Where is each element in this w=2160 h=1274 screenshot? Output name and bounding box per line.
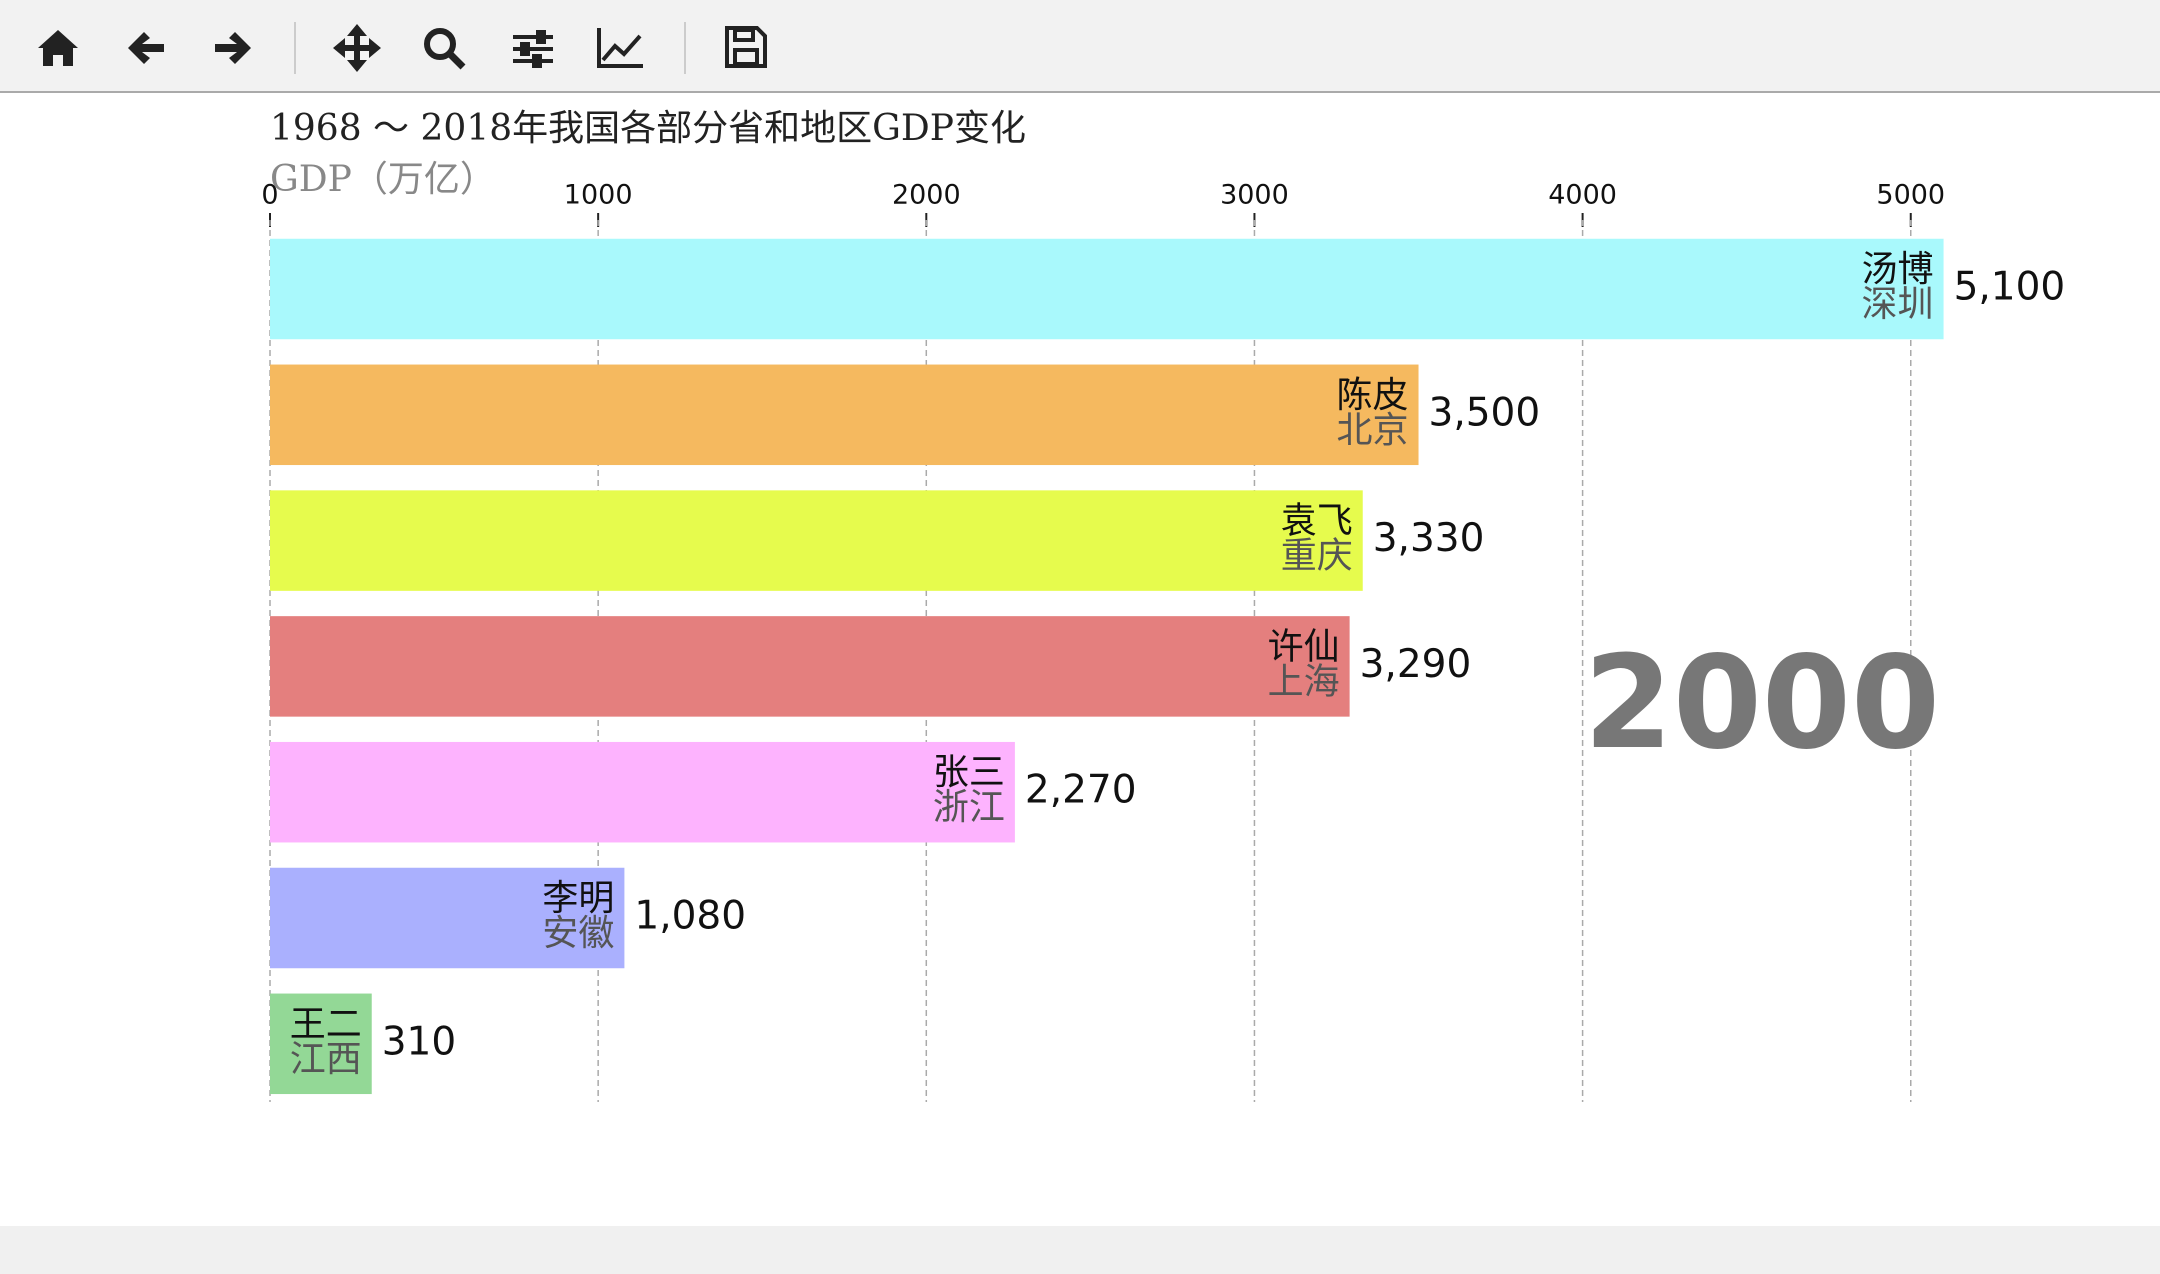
value-label: 5,100 <box>1954 265 2066 310</box>
zoom-button[interactable] <box>424 28 466 70</box>
x-tick-label: 0 <box>261 180 278 211</box>
bar-name: 陈皮 <box>1337 375 1409 416</box>
value-label: 1,080 <box>634 894 746 939</box>
value-label: 3,330 <box>1373 516 1485 561</box>
value-label: 2,270 <box>1025 768 1137 813</box>
bar-region: 深圳 <box>1862 284 1934 325</box>
bar <box>270 364 1419 466</box>
x-axis-label: GDP（万亿） <box>270 159 496 200</box>
bar-name: 李明 <box>542 878 614 919</box>
bar-name: 汤博 <box>1862 249 1934 290</box>
bar-region: 北京 <box>1337 410 1409 451</box>
bar-name: 王二 <box>290 1004 362 1045</box>
year-annotation: 2000 <box>1584 629 1940 778</box>
chart-title: 1968 ～ 2018年我国各部分省和地区GDP变化 <box>270 108 1026 149</box>
bar-region: 重庆 <box>1281 536 1353 577</box>
value-label: 3,290 <box>1360 642 1472 687</box>
bar-region: 浙江 <box>933 787 1005 828</box>
x-tick-label: 5000 <box>1876 180 1945 211</box>
bar <box>270 993 372 1095</box>
bar-name: 张三 <box>933 752 1005 793</box>
bar <box>270 741 1015 843</box>
bar-region: 江西 <box>290 1039 362 1080</box>
x-tick-label: 1000 <box>564 180 633 211</box>
bar-name: 许仙 <box>1268 626 1340 667</box>
x-tick-label: 4000 <box>1548 180 1617 211</box>
x-tick-label: 2000 <box>892 180 961 211</box>
bar <box>270 616 1350 717</box>
axes-button[interactable] <box>597 28 643 68</box>
bar-region: 安徽 <box>542 913 614 954</box>
bar <box>270 867 625 969</box>
back-button[interactable] <box>128 32 164 64</box>
x-tick-label: 3000 <box>1220 180 1289 211</box>
status-bar <box>0 1226 2160 1274</box>
home-button[interactable] <box>38 30 78 66</box>
save-button[interactable] <box>725 26 767 68</box>
pan-button[interactable] <box>333 24 381 72</box>
forward-button[interactable] <box>215 32 251 64</box>
toolbar <box>0 0 2160 92</box>
bar-region: 上海 <box>1268 661 1340 702</box>
bar-name: 袁飞 <box>1281 501 1353 542</box>
configure-button[interactable] <box>513 30 553 68</box>
bar <box>270 490 1363 591</box>
value-label: 3,500 <box>1429 390 1541 435</box>
value-label: 310 <box>382 1019 456 1064</box>
bar <box>270 238 1944 340</box>
